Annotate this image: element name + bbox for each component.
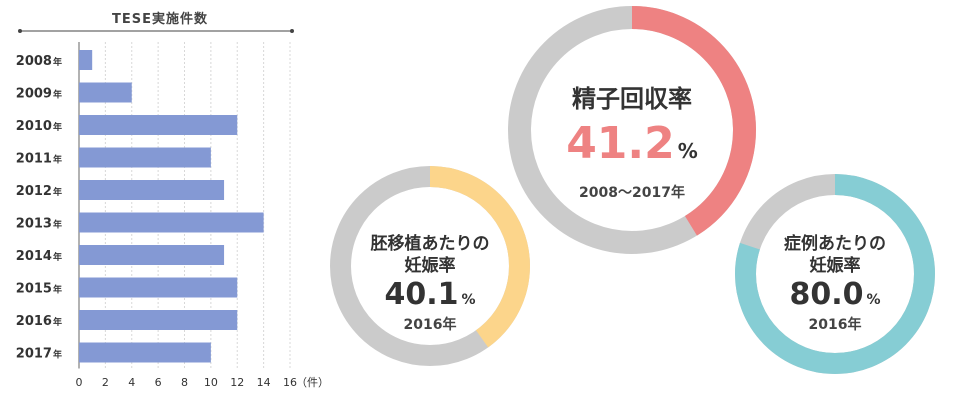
- donut-note: 2008〜2017年: [579, 184, 685, 201]
- y-tick-suffix: 年: [53, 154, 62, 166]
- bar-x-ticks: 0 2 4 6 8 10 12 14 16: [76, 376, 298, 389]
- bar: [79, 82, 132, 103]
- y-tick-suffix: 年: [53, 219, 62, 231]
- y-tick-year: 2017: [16, 347, 52, 362]
- y-tick-suffix: 年: [53, 349, 62, 361]
- donut-title: 精子回収率: [572, 85, 692, 113]
- y-tick-year: 2008: [16, 54, 52, 69]
- y-tick-label: 2009年: [16, 87, 62, 102]
- y-tick-label: 2013年: [16, 217, 62, 232]
- donut-note: 2016年: [404, 316, 457, 333]
- y-tick-year: 2010: [16, 119, 52, 134]
- x-tick-label: 6: [155, 376, 162, 389]
- y-tick-suffix: 年: [53, 121, 62, 133]
- title-rule-dot-right: [290, 29, 294, 33]
- donut-slice: [508, 6, 756, 254]
- donut-value-number: 41.2: [566, 118, 675, 169]
- y-tick-year: 2009: [16, 87, 52, 102]
- title-rule-dot-left: [18, 29, 22, 33]
- bar: [79, 50, 93, 70]
- bar-marks: [79, 50, 264, 363]
- bar: [79, 245, 225, 265]
- y-tick-label: 2015年: [16, 282, 62, 297]
- y-tick-year: 2013: [16, 217, 52, 232]
- x-tick-label: 12: [230, 376, 244, 389]
- bar-y-labels: 2008年2009年2010年2011年2012年2013年2014年2015年…: [16, 54, 62, 362]
- y-tick-label: 2011年: [16, 152, 62, 167]
- donut-value: 41.2%: [566, 118, 698, 169]
- donut-value-number: 40.1: [384, 277, 458, 312]
- donut-title: 症例あたりの: [784, 233, 886, 254]
- bar: [79, 115, 238, 135]
- y-tick-suffix: 年: [53, 56, 62, 68]
- donut-note: 2016年: [809, 316, 862, 333]
- y-tick-year: 2015: [16, 282, 52, 297]
- donut-value: 40.1%: [384, 277, 475, 312]
- x-tick-label: 16: [283, 376, 297, 389]
- x-tick-label: 10: [204, 376, 218, 389]
- bar: [79, 310, 238, 330]
- x-unit-label: （件）: [296, 376, 329, 389]
- bar: [79, 180, 225, 200]
- donut-value-unit: %: [462, 292, 476, 308]
- donut-slice: [735, 174, 935, 374]
- y-tick-label: 2008年: [16, 54, 62, 69]
- bar: [79, 212, 264, 233]
- donut-title: 胚移植あたりの: [371, 233, 490, 254]
- y-tick-label: 2017年: [16, 347, 62, 362]
- y-tick-year: 2011: [16, 152, 52, 167]
- bar: [79, 147, 211, 168]
- donut-sperm-recovery: 精子回収率 41.2 % 2008〜2017年: [508, 6, 756, 254]
- y-tick-year: 2016: [16, 314, 52, 329]
- y-tick-label: 2016年: [16, 314, 62, 329]
- y-tick-label: 2014年: [16, 249, 62, 264]
- x-tick-label: 4: [128, 376, 135, 389]
- y-tick-suffix: 年: [53, 186, 62, 198]
- donut-value-unit: %: [867, 292, 881, 308]
- x-tick-label: 14: [257, 376, 271, 389]
- y-tick-suffix: 年: [53, 284, 62, 296]
- y-tick-label: 2012年: [16, 184, 62, 199]
- x-tick-label: 2: [102, 376, 109, 389]
- donut-title: 妊娠率: [810, 255, 861, 276]
- donut-title: 妊娠率: [405, 255, 456, 276]
- donut-value-unit: %: [678, 139, 698, 163]
- y-tick-year: 2012: [16, 184, 52, 199]
- bar-chart-title: TESE実施件数: [112, 11, 208, 27]
- bar: [79, 342, 211, 363]
- y-tick-suffix: 年: [53, 89, 62, 101]
- y-tick-suffix: 年: [53, 251, 62, 263]
- donut-value-number: 80.0: [789, 277, 863, 312]
- y-tick-suffix: 年: [53, 316, 62, 328]
- donut-slice: [330, 166, 530, 366]
- y-tick-year: 2014: [16, 249, 52, 264]
- donut-value: 80.0%: [789, 277, 880, 312]
- x-tick-label: 0: [76, 376, 83, 389]
- y-tick-label: 2010年: [16, 119, 62, 134]
- x-tick-label: 8: [181, 376, 188, 389]
- tese-bar-chart: TESE実施件数 2008年2009年2010年2011年2012年2013年2…: [16, 11, 329, 389]
- bar: [79, 277, 238, 298]
